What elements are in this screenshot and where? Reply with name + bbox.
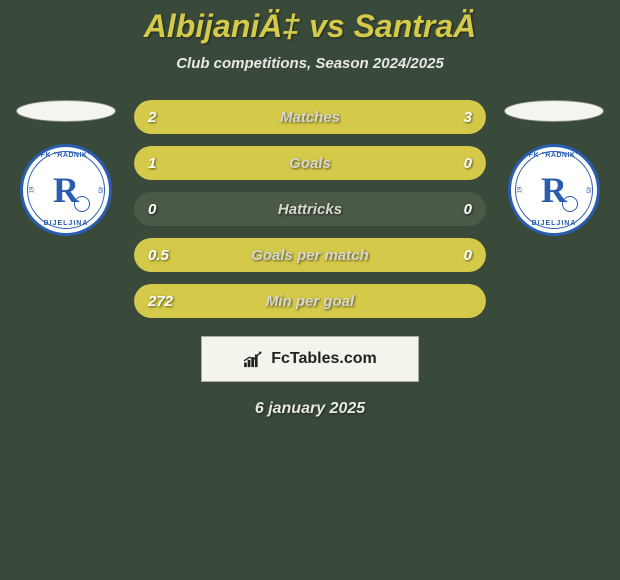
page-subtitle: Club competitions, Season 2024/2025 xyxy=(0,55,620,72)
club-badge-right: FK "RADNIK" 19 R 45 BIJELJINA xyxy=(508,144,600,236)
chart-up-icon xyxy=(243,350,265,368)
bar-value-right: 0 xyxy=(464,201,472,218)
left-player-col: FK "RADNIK" 19 R 45 BIJELJINA xyxy=(16,100,116,236)
stat-bar-row: 272Min per goal xyxy=(134,284,486,318)
bar-label: Goals xyxy=(134,155,486,172)
bar-label: Min per goal xyxy=(134,293,486,310)
stat-bar-row: 2Matches3 xyxy=(134,100,486,134)
badge-year-left: 19 xyxy=(517,187,523,194)
badge-year-left: 19 xyxy=(29,187,35,194)
badge-top-text: FK "RADNIK" xyxy=(23,152,109,159)
bar-value-right: 0 xyxy=(464,247,472,264)
badge-top-text: FK "RADNIK" xyxy=(511,152,597,159)
stat-bar-row: 1Goals0 xyxy=(134,146,486,180)
bar-value-right: 3 xyxy=(464,109,472,126)
source-logo[interactable]: FcTables.com xyxy=(201,336,419,382)
stat-bar-row: 0.5Goals per match0 xyxy=(134,238,486,272)
date-line: 6 january 2025 xyxy=(0,400,620,418)
comparison-widget: AlbijaniÄ‡ vs SantraÄ Club competitions,… xyxy=(0,0,620,418)
source-logo-text: FcTables.com xyxy=(271,350,377,368)
club-badge-left: FK "RADNIK" 19 R 45 BIJELJINA xyxy=(20,144,112,236)
badge-letter: R xyxy=(541,169,567,211)
badge-letter: R xyxy=(53,169,79,211)
stat-bars: 2Matches31Goals00Hattricks00.5Goals per … xyxy=(134,100,486,318)
bar-value-right: 0 xyxy=(464,155,472,172)
bar-label: Hattricks xyxy=(134,201,486,218)
badge-bottom-text: BIJELJINA xyxy=(23,220,109,227)
badge-year-right: 45 xyxy=(585,187,591,194)
player-photo-placeholder-left xyxy=(16,100,116,122)
player-photo-placeholder-right xyxy=(504,100,604,122)
main-row: FK "RADNIK" 19 R 45 BIJELJINA 2Matches3 1… xyxy=(0,100,620,318)
stat-bar-row: 0Hattricks0 xyxy=(134,192,486,226)
page-title: AlbijaniÄ‡ vs SantraÄ xyxy=(0,8,620,45)
bar-label: Goals per match xyxy=(134,247,486,264)
badge-year-right: 45 xyxy=(97,187,103,194)
right-player-col: FK "RADNIK" 19 R 45 BIJELJINA xyxy=(504,100,604,236)
badge-bottom-text: BIJELJINA xyxy=(511,220,597,227)
bar-label: Matches xyxy=(134,109,486,126)
